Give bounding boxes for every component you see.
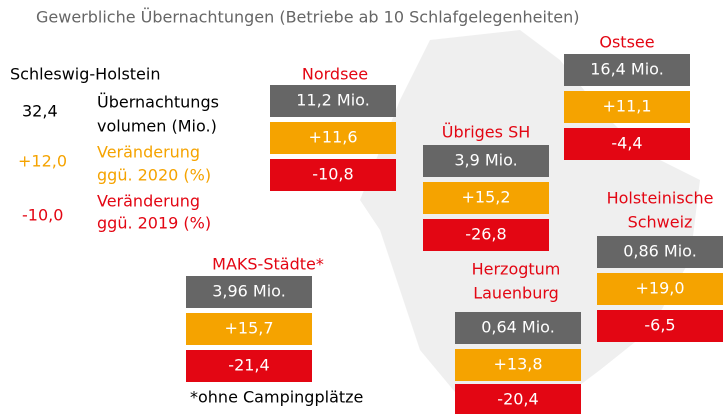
region-name: Holsteinische (607, 189, 714, 208)
box-value: -20,4 (497, 390, 538, 409)
box-value: -4,4 (611, 134, 642, 153)
value-box (564, 54, 690, 86)
box-value: 3,96 Mio. (212, 282, 286, 301)
title: Gewerbliche Übernachtungen (Betriebe ab … (36, 8, 579, 27)
box-value: +19,0 (635, 279, 684, 298)
box-value: +11,6 (308, 128, 357, 147)
legend-value: +12,0 (18, 152, 67, 171)
box-value: -6,5 (644, 316, 675, 335)
value-box (597, 236, 723, 268)
box-value: 0,64 Mio. (481, 318, 555, 337)
value-box (564, 128, 690, 160)
value-box (186, 350, 312, 382)
value-box (423, 219, 549, 251)
box-value: 0,86 Mio. (623, 242, 697, 261)
box-value: -10,8 (312, 165, 353, 184)
region-name: Nordsee (302, 65, 368, 84)
legend-value: -10,0 (22, 206, 63, 225)
footnote: *ohne Campingplätze (190, 388, 363, 407)
legend-heading: Schleswig-Holstein (10, 65, 160, 84)
legend-label: Übernachtungs (97, 93, 219, 112)
legend-label: ggü. 2019 (%) (97, 214, 211, 233)
box-value: 16,4 Mio. (590, 60, 664, 79)
region-name: Lauenburg (473, 284, 559, 303)
value-box (564, 91, 690, 123)
box-value: -21,4 (228, 356, 269, 375)
value-box (455, 384, 581, 414)
box-value: -26,8 (465, 225, 506, 244)
value-box (597, 310, 723, 342)
box-value: +13,8 (493, 355, 542, 374)
box-value: 11,2 Mio. (296, 91, 370, 110)
value-box (270, 85, 396, 117)
value-box (423, 182, 549, 214)
legend-label: volumen (Mio.) (97, 117, 217, 136)
region-name: MAKS-Städte* (212, 255, 324, 274)
box-value: +11,1 (602, 97, 651, 116)
value-box (455, 349, 581, 381)
value-box (186, 313, 312, 345)
value-box (270, 159, 396, 191)
value-box (455, 312, 581, 344)
value-box (186, 276, 312, 308)
value-box (270, 122, 396, 154)
region-name: Schweiz (628, 213, 693, 232)
legend-value: 32,4 (22, 102, 58, 121)
region-name: Ostsee (599, 33, 654, 52)
box-value: 3,9 Mio. (454, 151, 517, 170)
region-name: Herzogtum (472, 260, 561, 279)
box-value: +15,7 (224, 319, 273, 338)
legend-label: Veränderung (97, 143, 200, 162)
legend-label: ggü. 2020 (%) (97, 166, 211, 185)
legend-label: Veränderung (97, 192, 200, 211)
box-value: +15,2 (461, 188, 510, 207)
value-box (597, 273, 723, 305)
region-name: Übriges SH (442, 123, 531, 142)
value-box (423, 145, 549, 177)
